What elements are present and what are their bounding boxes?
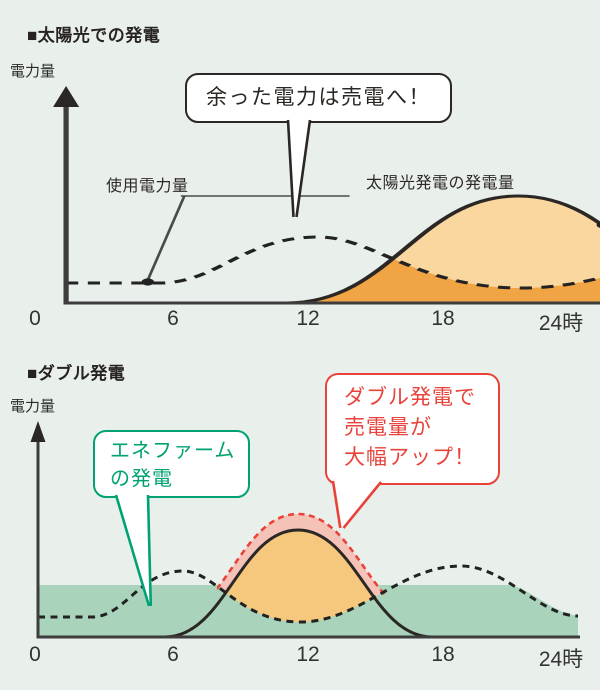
chart2-tick-0: 0: [29, 643, 41, 666]
double-callout-line3: 大幅アップ！: [344, 445, 476, 469]
chart2-yaxis-arrowhead: [30, 421, 46, 442]
enefarm-callout-bubble: エネファーム の発電: [93, 430, 250, 498]
chart1-tick-6: 6: [167, 307, 179, 330]
double-callout-line1: ダブル発電で: [344, 386, 476, 409]
solar-curve2: [164, 528, 433, 639]
enefarm-callout-line2: の発電: [110, 468, 173, 491]
usage-label-leader-line: [146, 195, 186, 281]
chart2-plot: [30, 421, 580, 639]
chart1-axes: [63, 102, 600, 305]
chart1-yaxis-arrowhead: [53, 86, 80, 107]
chart1-tick-12: 12: [296, 307, 320, 330]
chart2-tick-12: 12: [296, 643, 320, 666]
chart1-plot: [53, 86, 600, 305]
chart1-title: ■太陽光での発電: [27, 26, 161, 45]
chart1-solar-label: 太陽光発電の発電量: [366, 175, 515, 192]
chart1-callout-bubble: 余った電力は売電へ！: [185, 73, 452, 123]
chart1-yaxis-label: 電力量: [10, 63, 56, 80]
chart2-yaxis-label: 電力量: [10, 398, 56, 415]
usage-curve-dashed: [66, 235, 600, 290]
solar-curve: [286, 194, 600, 305]
chart2-tick-18: 18: [431, 643, 455, 666]
chart2-tick-24: 24時: [538, 648, 584, 671]
chart1-tick-0: 0: [29, 307, 41, 330]
enefarm-callout-line1: エネファーム: [110, 440, 236, 462]
usage-curve-dashed2: [38, 564, 579, 624]
chart1-callout-text: 余った電力は売電へ！: [206, 86, 431, 110]
solar-surplus-area: [286, 196, 600, 303]
chart1-tick-18: 18: [431, 307, 455, 330]
chart2-tick-6: 6: [167, 643, 179, 666]
double-callout-bubble: ダブル発電で 売電量が 大幅アップ！: [325, 373, 500, 485]
chart2-title: ■ダブル発電: [27, 364, 126, 383]
chart1-tick-24: 24時: [538, 312, 584, 335]
solar-label-anchor-dot: [596, 222, 600, 228]
usage-label-anchor-dot: [141, 278, 155, 286]
double-callout-line2: 売電量が: [344, 415, 432, 439]
chart1-usage-label: 使用電力量: [106, 178, 189, 195]
chart2-axes: [36, 438, 580, 639]
